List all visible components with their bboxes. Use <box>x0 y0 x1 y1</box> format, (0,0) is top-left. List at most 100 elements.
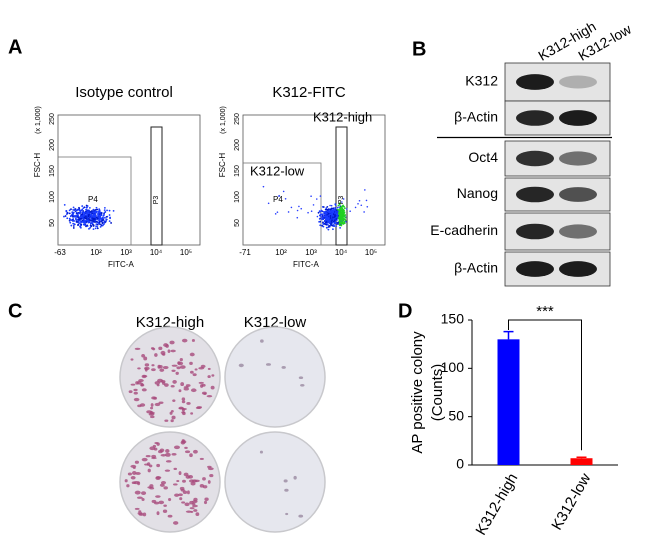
colony-dot <box>160 481 167 485</box>
colony-dot <box>209 473 214 478</box>
colony-dot <box>191 479 198 483</box>
colony-dot <box>156 442 160 446</box>
row-label: Oct4 <box>468 149 498 165</box>
event-dot <box>92 228 95 231</box>
y-axis-label: FSC-H <box>218 153 227 178</box>
event-dot <box>92 217 95 220</box>
event-dot <box>322 221 324 224</box>
gate-p3 <box>335 126 348 246</box>
colony-dot <box>152 347 156 351</box>
colony-dot <box>134 490 141 495</box>
event-dot <box>342 204 344 207</box>
colony-dot <box>172 379 177 384</box>
event-dot <box>86 214 88 216</box>
colony-dot <box>138 513 144 516</box>
event-dot <box>319 224 322 227</box>
colony-dot <box>265 363 272 366</box>
event-dot <box>366 206 369 208</box>
row-label: E-cadherin <box>430 222 498 238</box>
colony-dot <box>176 366 181 370</box>
event-dot <box>78 206 80 209</box>
colony-dot <box>189 507 195 510</box>
colony-dot <box>189 370 194 374</box>
event-dot <box>104 210 107 213</box>
colony-dot <box>149 484 154 488</box>
plot-title: Isotype control <box>75 84 173 101</box>
event-dot <box>90 213 93 216</box>
event-dot <box>103 209 106 212</box>
event-dot <box>64 215 67 217</box>
event-dot <box>66 212 69 214</box>
colony-dot <box>133 391 138 395</box>
event-dot <box>331 210 334 213</box>
event-dot <box>82 215 85 218</box>
colony-dot <box>133 397 140 402</box>
event-dot <box>345 220 347 223</box>
column-label: K312-low <box>244 314 307 331</box>
colony-dot <box>149 446 156 451</box>
event-dot <box>300 207 303 210</box>
event-dot <box>85 208 88 211</box>
colony-dot <box>191 504 198 508</box>
bar <box>570 458 593 465</box>
colony-dot <box>133 480 140 485</box>
event-dot <box>99 214 101 217</box>
colony-dot <box>189 352 195 357</box>
gate-p3 <box>150 126 163 246</box>
event-dot <box>80 223 83 226</box>
colony-dot <box>172 399 176 402</box>
event-dot <box>335 213 338 216</box>
event-dot <box>326 208 329 211</box>
event-dot <box>337 204 340 207</box>
x-tick-label: 10² <box>90 248 102 257</box>
colony-dot <box>171 369 176 372</box>
event-dot <box>328 219 330 222</box>
event-dot <box>112 209 115 212</box>
colony-dot <box>164 469 171 472</box>
colony-dot <box>128 390 133 394</box>
colony-dot <box>136 496 143 499</box>
event-dot <box>267 202 270 205</box>
colony-dot <box>185 384 191 387</box>
y-tick-label: 250 <box>49 113 56 125</box>
event-dot <box>340 212 343 215</box>
event-dot <box>92 215 95 218</box>
panel-label: C <box>8 300 22 322</box>
event-dot <box>72 219 74 222</box>
event-dot <box>322 215 325 218</box>
y-tick-label: 50 <box>49 219 56 227</box>
colony-dot <box>283 479 288 483</box>
event-dot <box>329 204 331 207</box>
event-dot <box>79 220 82 223</box>
event-dot <box>106 209 108 212</box>
colony-dot <box>170 349 176 353</box>
colony-dot <box>181 397 186 401</box>
colony-dot <box>162 509 168 513</box>
colony-dot <box>184 502 190 507</box>
colony-dot <box>284 488 289 492</box>
colony-dot <box>158 500 165 505</box>
colony-dot <box>189 361 193 366</box>
event-dot <box>76 208 79 211</box>
gate-label: P3 <box>153 196 160 205</box>
event-dot <box>89 219 92 221</box>
event-dot <box>335 216 338 219</box>
colony-dot <box>171 364 178 367</box>
event-dot <box>332 216 334 219</box>
event-dot <box>92 219 95 221</box>
colony-dot <box>190 510 194 513</box>
blot-band <box>516 223 554 240</box>
event-dot <box>323 217 326 219</box>
event-dot <box>322 223 325 225</box>
colony-dot <box>165 452 171 457</box>
colony-dot <box>207 467 214 471</box>
event-dot <box>84 215 87 218</box>
event-dot <box>339 222 341 225</box>
event-dot <box>108 209 111 212</box>
colony-dot <box>141 354 146 358</box>
event-dot <box>322 206 325 208</box>
x-tick-label: -63 <box>54 248 66 257</box>
event-dot <box>109 216 111 219</box>
colony-dot <box>178 407 185 410</box>
event-dot <box>97 219 100 221</box>
